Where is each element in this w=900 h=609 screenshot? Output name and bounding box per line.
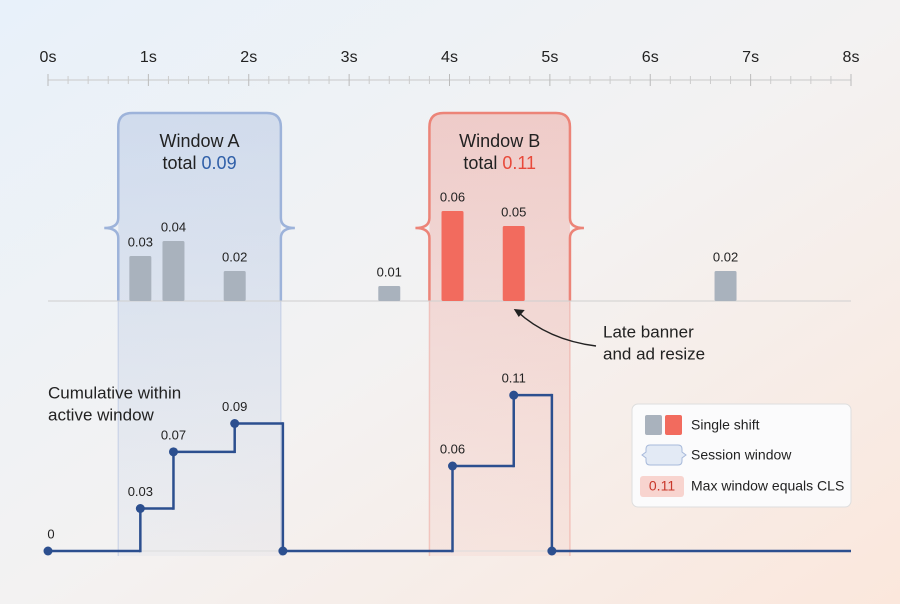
cumulative-value: 0: [47, 526, 54, 541]
shift-bar: [129, 256, 152, 301]
shift-label: 0.02: [713, 249, 738, 264]
cumulative-point: [168, 447, 178, 457]
x-tick-label: 7s: [742, 49, 759, 66]
legend-swatch: [645, 415, 662, 435]
cumulative-value: 0.09: [222, 399, 247, 414]
legend: Single shift Session window 0.11 Max win…: [631, 403, 852, 508]
window-name: Window B: [459, 131, 540, 151]
window-total-value: 0.11: [502, 153, 536, 173]
annotation-arrowhead: [513, 309, 525, 317]
shift-label: 0.06: [440, 189, 465, 204]
window-total-label: total: [463, 153, 497, 173]
shift-label: 0.01: [377, 264, 402, 279]
cumulative-value: 0.11: [502, 371, 526, 386]
cumulative-value: 0.06: [440, 441, 465, 456]
shift-bar: [162, 241, 185, 301]
cumulative-value: 0.07: [161, 427, 186, 442]
x-tick-label: 2s: [240, 49, 257, 66]
legend-label: Session window: [691, 447, 792, 463]
cumulative-point: [509, 390, 519, 400]
legend-badge-value: 0.11: [649, 478, 675, 494]
shift-label: 0.05: [501, 204, 526, 219]
window-bracket: [415, 111, 584, 301]
x-tick-label: 1s: [140, 49, 157, 66]
legend-label: Single shift: [691, 417, 760, 433]
window-band: [429, 113, 570, 556]
legend-window-glyph: [641, 444, 687, 466]
cumulative-label: active window: [48, 405, 155, 424]
legend-swatch: [665, 415, 682, 435]
window-total: total 0.11: [463, 153, 536, 173]
shift-label: 0.03: [128, 234, 153, 249]
window-edge: [428, 301, 571, 556]
window-total-label: total: [163, 153, 197, 173]
annotation-text: and ad resize: [603, 344, 705, 363]
window-total: total 0.09: [163, 153, 237, 173]
window-band: [118, 113, 281, 556]
x-tick-label: 8s: [843, 49, 860, 66]
shift-label: 0.02: [222, 249, 247, 264]
shift-bar: [441, 211, 464, 301]
cumulative-point: [43, 546, 53, 556]
shift-bar: [714, 271, 737, 301]
legend-label: Max window equals CLS: [691, 478, 844, 494]
shift-bar: [378, 286, 401, 301]
cumulative-point: [278, 546, 288, 556]
x-tick-label: 5s: [541, 49, 558, 66]
cumulative-point: [547, 546, 557, 556]
cumulative-point: [448, 461, 458, 471]
window-name: Window A: [160, 131, 240, 151]
window-bracket: [104, 111, 295, 301]
x-tick-label: 4s: [441, 49, 458, 66]
x-tick-label: 6s: [642, 49, 659, 66]
x-tick-label: 3s: [341, 49, 358, 66]
cumulative-point: [135, 504, 145, 513]
cumulative-value: 0.03: [128, 484, 153, 499]
window-edge: [117, 301, 282, 556]
window-total-value: 0.09: [202, 153, 237, 173]
legend-box: [631, 403, 852, 508]
annotation-arrow: [516, 310, 597, 347]
legend-badge: [640, 476, 684, 497]
shift-bar: [223, 271, 246, 301]
cumulative-label: Cumulative within: [48, 383, 181, 402]
annotation-text: Late banner: [603, 322, 694, 341]
shift-bar: [502, 226, 525, 301]
shift-label: 0.04: [161, 219, 186, 234]
cumulative-point: [230, 419, 240, 428]
x-tick-label: 0s: [40, 49, 57, 66]
